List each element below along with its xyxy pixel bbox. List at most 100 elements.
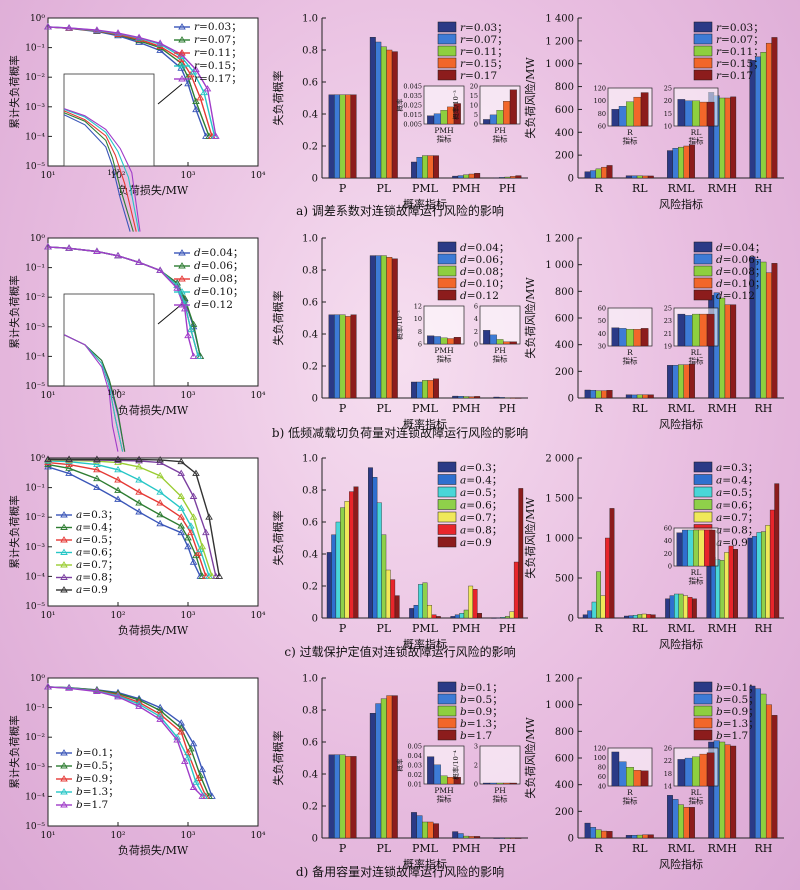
ccdf-point: [93, 465, 101, 473]
y-tick-label: 10⁻⁴: [25, 132, 45, 142]
inset-y-tick-label: 0.04: [408, 752, 422, 760]
ccdf-point: [156, 39, 164, 46]
category-label: PML: [412, 842, 439, 855]
inset-bar: [489, 782, 497, 785]
bar: [509, 611, 515, 619]
inset-label-line: 指标: [623, 796, 638, 806]
ccdf-point: [189, 320, 198, 327]
inset-label-line: RL: [691, 128, 702, 137]
legend-label: a=0.3；: [460, 462, 502, 474]
legend-swatch: [437, 681, 457, 693]
bar: [344, 501, 350, 619]
legend-marker: [178, 62, 186, 69]
legend-swatch: [693, 681, 713, 693]
bar: [683, 595, 688, 619]
ccdf-point: [189, 513, 198, 520]
inset-bar: [692, 313, 700, 347]
bar: [472, 589, 478, 619]
legend-swatch: [437, 57, 457, 69]
ccdf-point: [194, 352, 203, 359]
inset-label-line: RL: [691, 568, 702, 577]
ccdf-point: [156, 712, 164, 719]
inset-y-label: 概率: [395, 758, 404, 772]
bar: [719, 97, 726, 179]
bar: [452, 831, 459, 839]
bar: [765, 42, 772, 179]
bar: [422, 582, 428, 619]
inset-y-tick-label: 60: [598, 773, 606, 781]
bar: [515, 837, 522, 839]
legend-label: d=0.08；: [460, 266, 509, 278]
legend-label: a=0.3；: [76, 509, 118, 521]
bar: [672, 365, 679, 399]
bar: [491, 617, 497, 619]
legend-swatch: [437, 705, 457, 717]
legend-label: r=0.07；: [460, 34, 508, 46]
y-tick-label: 0: [312, 174, 318, 185]
legend-swatch: [437, 474, 457, 485]
plot-area: [47, 677, 259, 827]
bar: [747, 537, 753, 619]
ccdf-point: [44, 455, 52, 462]
inset-bar: [489, 114, 497, 125]
bar: [433, 378, 439, 399]
bar: [606, 165, 613, 179]
legend-label: d=0.12: [716, 290, 755, 302]
bar: [334, 754, 341, 839]
bar: [689, 363, 695, 399]
ccdf-point: [156, 456, 164, 463]
category-label: PH: [499, 182, 516, 195]
inset-tick-label: 10³: [107, 388, 120, 397]
ccdf-point: [177, 513, 186, 520]
inset-bar: [483, 782, 491, 785]
inset-label-line: PH: [494, 346, 506, 355]
inset-bar: [496, 339, 504, 345]
bar: [463, 835, 470, 839]
ccdf-point: [177, 469, 186, 476]
inset-label-line: 指标: [437, 134, 452, 144]
legend-label: a=0.4；: [460, 475, 502, 487]
inset-y-tick-label: 20: [664, 550, 672, 558]
ccdf-point: [177, 528, 186, 536]
bar: [678, 804, 684, 839]
ccdf-point: [192, 105, 200, 113]
inset-y-label: 概率/10⁻⁴: [451, 750, 460, 780]
inset-y-tick-label: 120: [594, 745, 606, 753]
inset-y-tick-label: 0.015: [403, 111, 422, 119]
y-tick-label: 10⁻⁵: [25, 822, 45, 832]
ccdf-point: [177, 457, 186, 465]
bar: [719, 741, 726, 839]
inset-label-line: PMH: [434, 346, 454, 355]
ccdf-point: [177, 492, 186, 499]
legend-swatch: [693, 69, 713, 81]
ccdf-point: [192, 65, 200, 73]
inset-y-tick-label: 20: [470, 83, 478, 91]
y-tick-label: 10⁰: [30, 14, 45, 24]
bar: [498, 837, 505, 839]
y-tick-label: 10⁻¹: [25, 44, 45, 54]
ccdf-point: [198, 765, 207, 773]
legend-label: b=0.5；: [460, 694, 503, 706]
category-label: P: [339, 622, 347, 635]
bar: [641, 613, 647, 619]
bar: [498, 397, 505, 399]
ccdf-point: [156, 471, 164, 479]
legend-swatch: [693, 21, 713, 33]
bar: [509, 837, 516, 839]
ccdf-point: [203, 85, 212, 92]
bar: [390, 579, 396, 619]
bar: [582, 614, 588, 619]
category-label: PH: [499, 402, 516, 415]
ccdf-point: [156, 715, 164, 722]
y-tick-label: 0.4: [302, 550, 318, 561]
risk-inset1: 30 40 50 60 R指标: [598, 305, 653, 366]
inset-bar: [618, 328, 627, 347]
y-axis-label: 失负荷概率: [271, 511, 285, 566]
inset-y-tick-label: 80: [598, 110, 606, 118]
risk-bar-chart: 0 500 1 000 1 500 2 000 R RL RML RMH RH 风险指标 失负荷风险/…: [523, 454, 784, 651]
ccdf-point: [177, 522, 186, 529]
inset-y-tick-label: 6: [418, 341, 422, 349]
